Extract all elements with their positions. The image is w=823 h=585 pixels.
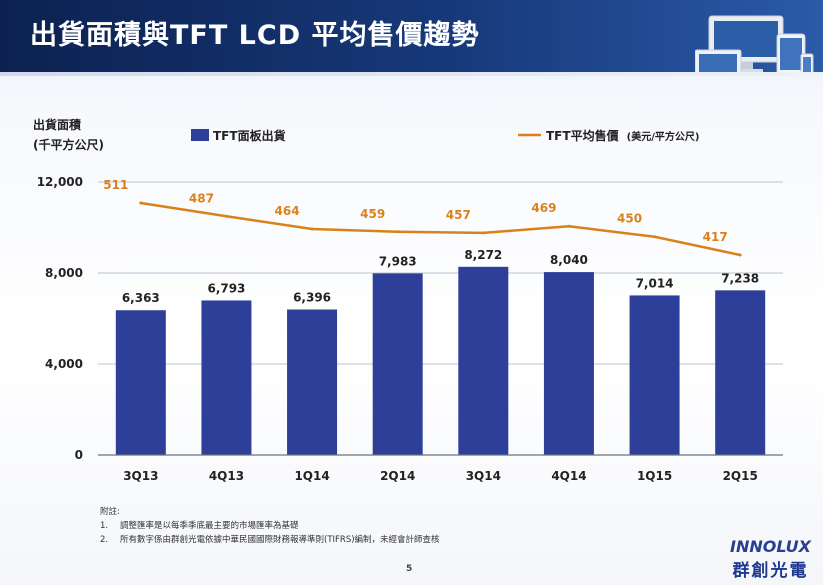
x-tick-label: 2Q15 — [723, 469, 758, 483]
logo-english: INNOLUX — [730, 537, 811, 556]
footnote-text: 調整匯率是以每季季底最主要的市場匯率為基礎 — [120, 521, 299, 531]
footnotes: 附註: 1. 調整匯率是以每季季底最主要的市場匯率為基礎 2. 所有數字係由群創… — [100, 505, 440, 547]
bar-value-label: 7,014 — [636, 276, 674, 290]
footnotes-heading: 附註: — [100, 507, 120, 517]
y-tick-label: 12,000 — [37, 175, 83, 189]
slide-title: 出貨面積與TFT LCD 平均售價趨勢 — [30, 20, 480, 51]
line-point — [139, 201, 143, 205]
bar-series — [115, 266, 766, 455]
page-number: 5 — [406, 564, 413, 574]
line-value-label: 469 — [531, 201, 556, 215]
bar — [201, 300, 252, 455]
bar-value-label: 8,272 — [464, 248, 502, 262]
line-value-label: 417 — [703, 230, 728, 244]
bar-value-label: 6,396 — [293, 290, 331, 304]
legend-bar-swatch — [191, 129, 209, 141]
line-point — [738, 253, 742, 257]
x-tick-label: 1Q14 — [294, 469, 329, 483]
bar — [115, 310, 166, 455]
axes: 0 4,000 8,000 12,000 3Q13 4Q13 1Q14 2Q14 3Q14 4Q1… — [37, 175, 783, 483]
x-tick-label: 2Q14 — [380, 469, 415, 483]
y-axis-title-line1: 出貨面積 — [33, 117, 82, 132]
logo-chinese: 群創光電 — [732, 561, 809, 581]
data-labels: 6,363 6,793 6,396 7,983 8,272 8,040 7,014 7,238… — [103, 178, 759, 305]
line-value-label: 450 — [617, 212, 642, 226]
line-value-label: 457 — [446, 208, 471, 222]
y-tick-label: 0 — [75, 448, 83, 462]
y-axis-title-line2: (千平方公尺) — [33, 137, 104, 152]
bar-value-label: 6,363 — [122, 291, 160, 305]
line-series — [139, 201, 742, 257]
y-tick-label: 4,000 — [45, 357, 83, 371]
line-point — [567, 224, 571, 228]
legend-bar-label: TFT面板出貨 — [213, 128, 286, 143]
x-tick-label: 4Q13 — [209, 469, 244, 483]
title-bar: 出貨面積與TFT LCD 平均售價趨勢 — [0, 0, 823, 72]
devices-illustration-icon — [695, 15, 814, 72]
bar — [372, 273, 423, 455]
line-point — [653, 235, 657, 239]
legend-line-unit: (美元/平方公尺) — [627, 130, 700, 143]
x-tick-label: 3Q13 — [123, 469, 158, 483]
bar — [543, 272, 594, 455]
bar-value-label: 7,238 — [721, 271, 759, 285]
line-value-label: 487 — [189, 191, 214, 205]
line-point — [396, 230, 400, 234]
line-value-label: 511 — [103, 178, 128, 192]
gridlines — [98, 181, 783, 365]
line-point — [310, 227, 314, 231]
footnote-2: 2. 所有數字係由群創光電依據中華民國國際財務報導準則(TIFRS)編制，未經會… — [100, 533, 440, 547]
line-point — [481, 231, 485, 235]
title-bar-stripe — [0, 72, 823, 76]
line-point — [224, 214, 228, 218]
footnote-text: 所有數字係由群創光電依據中華民國國際財務報導準則(TIFRS)編制，未經會計師查… — [120, 535, 440, 545]
footnote-number: 1. — [100, 521, 109, 531]
bar-value-label: 6,793 — [207, 281, 245, 295]
legend-line-label: TFT平均售價 (美元/平方公尺) — [546, 125, 699, 144]
bar-value-label: 7,983 — [379, 254, 417, 268]
bar — [629, 295, 680, 455]
line-value-label: 464 — [275, 204, 300, 218]
footnote-1: 1. 調整匯率是以每季季底最主要的市場匯率為基礎 — [100, 519, 440, 533]
x-tick-label: 3Q14 — [466, 469, 501, 483]
y-tick-label: 8,000 — [45, 266, 83, 280]
legend-line-name: TFT平均售價 — [546, 128, 620, 143]
x-tick-label: 4Q14 — [551, 469, 586, 483]
bar — [715, 290, 766, 455]
line-value-label: 459 — [360, 207, 385, 221]
bar-value-label: 8,040 — [550, 253, 588, 267]
x-tick-label: 1Q15 — [637, 469, 672, 483]
shipment-asp-chart: 6,363 6,793 6,396 7,983 8,272 8,040 7,014 7,238… — [33, 117, 783, 483]
innolux-logo: INNOLUX 群創光電 — [730, 537, 811, 581]
bar — [287, 309, 338, 455]
bar — [458, 266, 509, 455]
footnote-number: 2. — [100, 535, 109, 545]
asp-line — [140, 201, 741, 257]
